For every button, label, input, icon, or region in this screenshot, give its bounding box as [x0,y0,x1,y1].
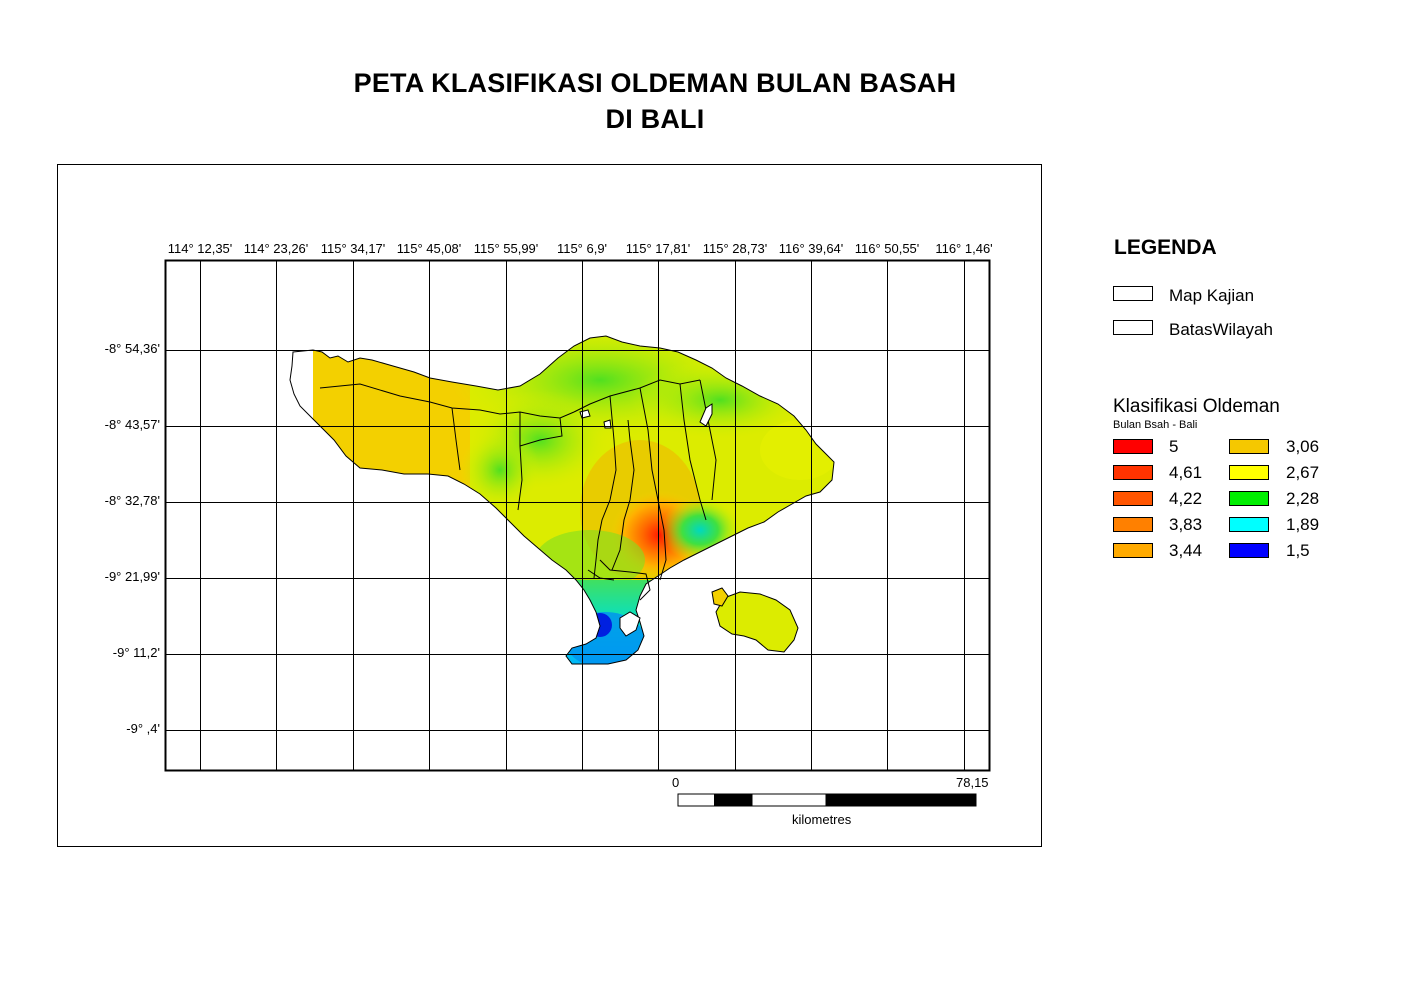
longitude-label: 115° 6,9' [556,241,608,256]
latitude-label: -9° ,4' [126,721,160,736]
latitude-label: -8° 54,36' [104,341,160,356]
legend-swatch [1113,517,1153,532]
legend-class-label: 4,61 [1169,463,1203,482]
legend-batas-wilayah-symbol [1113,320,1153,335]
legend-class-label: 5 [1169,437,1179,456]
legend-batas-wilayah-label: BatasWilayah [1169,320,1273,339]
legend-class-label: 2,67 [1286,463,1320,482]
latitude-label: -8° 43,57' [104,417,160,432]
scale-bar-start-label: 0 [672,775,680,790]
map-title-line1: PETA KLASIFIKASI OLDEMAN BULAN BASAH [353,68,957,98]
legend-class-label: 3,83 [1169,515,1203,534]
legend-swatch [1113,465,1153,480]
longitude-label: 114° 12,35' [167,241,233,256]
legend-class-label: 4,22 [1169,489,1203,508]
legend-swatch [1229,543,1269,558]
map-title-line2: DI BALI [605,104,705,134]
legend-class-label: 2,28 [1286,489,1320,508]
longitude-label: 116° 50,55' [854,241,920,256]
longitude-label: 116° 39,64' [778,241,844,256]
longitude-label: 115° 55,99' [473,241,539,256]
legend-map-kajian-label: Map Kajian [1169,286,1255,305]
longitude-label: 115° 34,17' [320,241,386,256]
legend-swatch [1113,439,1153,454]
longitude-label: 114° 23,26' [243,241,309,256]
legend-class-label: 3,44 [1169,541,1203,560]
legend-class-label: 1,89 [1286,515,1320,534]
longitude-label: 115° 45,08' [396,241,462,256]
longitude-label: 115° 17,81' [625,241,691,256]
legend-map-kajian-symbol [1113,286,1153,301]
scale-bar-unit: kilometres [792,812,852,827]
legend-class-label: 3,06 [1286,437,1320,456]
longitude-label: 115° 28,73' [702,241,768,256]
legend-swatch [1113,491,1153,506]
legend-class-label: 1,5 [1286,541,1310,560]
legend-swatch [1113,543,1153,558]
legend-swatch [1229,439,1269,454]
legend-swatch [1229,491,1269,506]
classification-subtitle: Bulan Bsah - Bali [1113,419,1198,431]
latitude-label: -9° 21,99' [104,569,160,584]
map-frame [57,164,1042,847]
scale-bar-end-label: 78,15 [956,775,989,790]
latitude-label: -9° 11,2' [112,645,160,660]
classification-title: Klasifikasi Oldeman [1113,396,1280,417]
legend-title: LEGENDA [1114,236,1217,259]
longitude-label: 116° 1,46' [935,241,993,256]
latitude-label: -8° 32,78' [104,493,160,508]
legend-swatch [1229,517,1269,532]
legend-swatch [1229,465,1269,480]
